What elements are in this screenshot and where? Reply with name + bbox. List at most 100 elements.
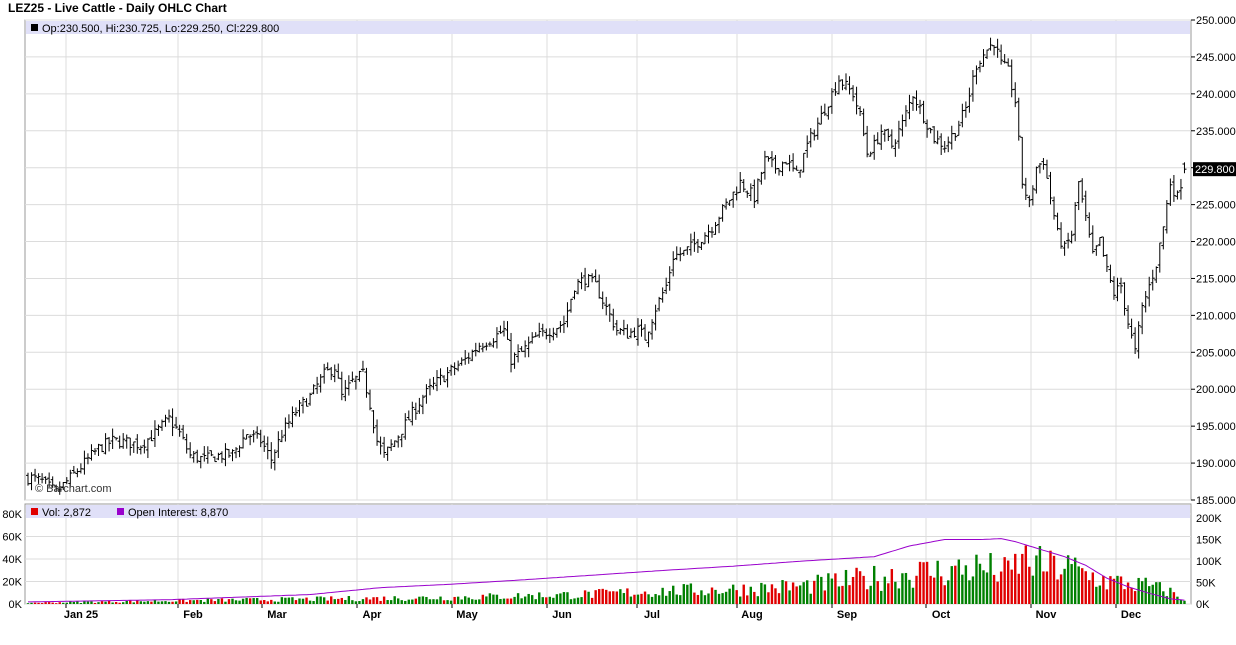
volume-bar <box>527 593 530 604</box>
ohlc-bar <box>50 476 55 488</box>
ohlc-bar <box>1111 276 1116 300</box>
ohlc-bar <box>925 119 930 138</box>
volume-bar <box>153 600 157 604</box>
ohlc-bar <box>561 315 566 334</box>
volume-bar <box>841 585 844 604</box>
ohlc-bar <box>632 327 637 338</box>
ohlc-bar <box>614 319 619 336</box>
volume-bar <box>347 596 351 604</box>
volume-bar <box>37 602 40 604</box>
volume-bar <box>992 574 996 604</box>
volume-bar <box>774 588 777 604</box>
volume-bar <box>1126 582 1130 604</box>
volume-bar <box>1172 592 1176 604</box>
ohlc-bar <box>198 455 203 469</box>
ohlc-bar <box>1020 136 1025 189</box>
volume-bar <box>985 572 989 604</box>
volume-bars <box>26 538 1186 604</box>
volume-bar <box>1137 577 1140 604</box>
volume-bar <box>400 600 403 604</box>
volume-bar <box>464 596 467 604</box>
ohlc-bar <box>449 364 454 376</box>
volume-axis: 80K 60K 40K 20K 0K 200K 150K 100K 50K 0K <box>2 509 1222 611</box>
volume-bar <box>1158 582 1161 604</box>
volume-bar <box>1052 555 1056 604</box>
volume-bar <box>894 581 897 604</box>
ohlc-bar <box>791 153 796 172</box>
vol-legend-swatch <box>31 508 38 515</box>
ohlc-bar <box>650 319 655 340</box>
ohlc-bar <box>1182 162 1187 174</box>
oi-right-tick-label: 100K <box>1196 556 1222 568</box>
ohlc-bar <box>851 85 856 102</box>
ohlc-bar <box>121 433 126 449</box>
ohlc-bar <box>135 434 140 454</box>
ohlc-bar <box>759 171 764 185</box>
ohlc-bar <box>167 409 172 423</box>
volume-bar <box>453 596 456 604</box>
ohlc-bar <box>325 362 330 371</box>
volume-bar <box>760 582 763 604</box>
ohlc-bar <box>501 320 506 337</box>
volume-bar <box>1105 589 1109 604</box>
ohlc-bar <box>71 465 76 474</box>
ohlc-bar <box>910 96 915 111</box>
ohlc-bar <box>142 439 147 454</box>
volume-bar <box>929 575 932 604</box>
ohlc-bar <box>755 178 760 204</box>
volume-bar <box>411 599 414 604</box>
volume-bar <box>530 595 534 604</box>
volume-bar <box>111 602 114 604</box>
ohlc-bar <box>868 151 873 157</box>
volume-left-tick-label: 60K <box>2 532 22 544</box>
volume-bar <box>30 602 33 604</box>
ohlc-bar <box>727 199 732 206</box>
volume-bar <box>682 584 686 604</box>
ohlc-bar <box>47 472 52 488</box>
volume-bar <box>143 601 146 604</box>
volume-bar <box>643 591 647 604</box>
ohlc-bar <box>301 396 306 414</box>
volume-bar <box>1095 586 1098 604</box>
ohlc-bar <box>639 319 644 337</box>
price-tick-label: 185.000 <box>1196 495 1236 507</box>
volume-bar <box>629 596 633 604</box>
volume-bar <box>957 559 961 604</box>
volume-bar <box>404 600 407 604</box>
ohlc-bar <box>667 266 672 291</box>
ohlc-bar <box>1066 232 1071 249</box>
ohlc-bar <box>128 437 133 456</box>
volume-bar <box>372 597 375 604</box>
ohlc-bar <box>311 384 316 395</box>
price-tick-label: 190.000 <box>1196 458 1236 470</box>
legends: Op:230.500, Hi:230.725, Lo:229.250, Cl:2… <box>26 21 1190 519</box>
ohlc-bar <box>886 128 891 142</box>
ohlc-bar <box>819 105 824 125</box>
volume-bar <box>739 596 742 604</box>
volume-bar <box>555 594 559 604</box>
volume-bar <box>139 601 143 604</box>
ohlc-bar <box>103 433 108 455</box>
volume-bar <box>1028 566 1031 604</box>
volume-bar <box>104 601 107 604</box>
volume-bar <box>569 599 573 604</box>
ohlc-bar <box>625 324 630 339</box>
ohlc-bar <box>882 129 887 142</box>
ohlc-bar <box>738 172 743 193</box>
volume-bar <box>587 591 590 604</box>
volume-bar <box>1049 550 1052 604</box>
volume-bar <box>55 603 58 604</box>
ohlc-bar <box>40 473 45 484</box>
volume-bar <box>1179 599 1183 604</box>
ohlc-bar <box>1044 159 1049 179</box>
ohlc-bar <box>660 287 665 303</box>
volume-bar <box>809 593 812 604</box>
volume-bar <box>664 595 668 604</box>
ohlc-bar <box>1030 185 1035 206</box>
ohlc-bar <box>1147 276 1152 307</box>
x-tick-label: Mar <box>267 609 287 621</box>
volume-bar <box>344 599 347 604</box>
volume-bar <box>1066 555 1070 604</box>
volume-bar <box>619 589 622 604</box>
ohlc-bar <box>576 279 581 295</box>
